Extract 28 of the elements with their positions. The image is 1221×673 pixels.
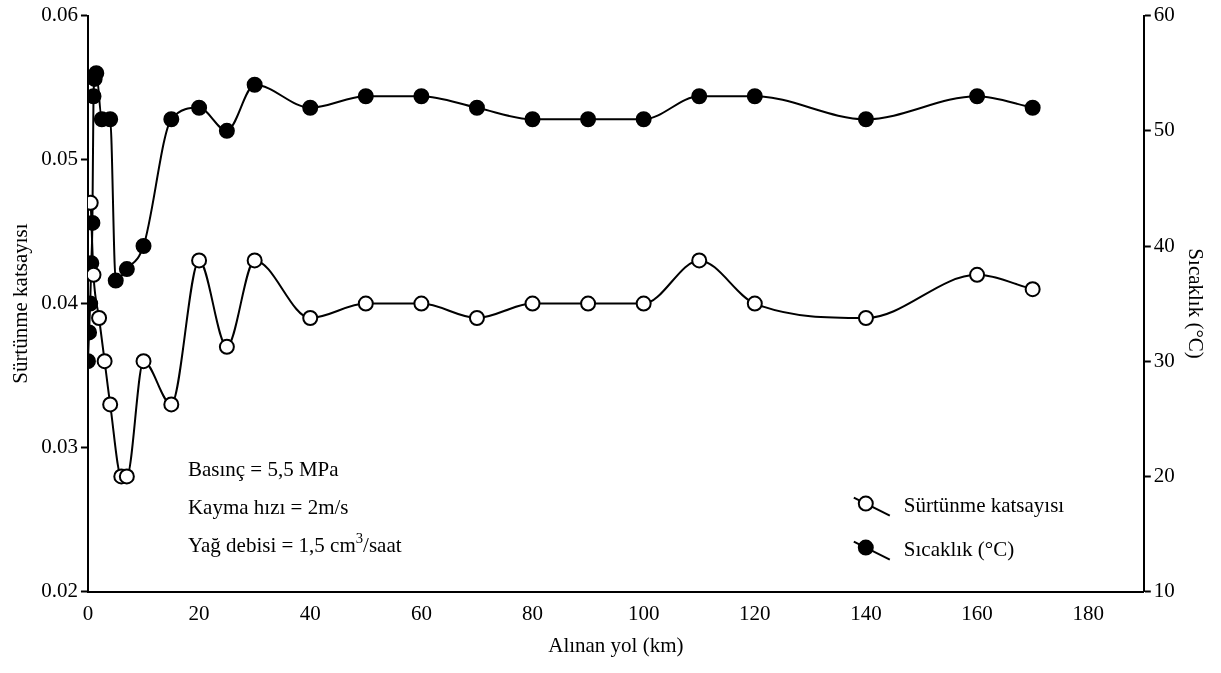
y2-tick-label: 40 [1153, 232, 1175, 257]
y-tick-label: 0.06 [41, 2, 78, 27]
x-tick-label: 0 [82, 600, 94, 625]
y2-tick-label: 20 [1153, 462, 1175, 487]
x-tick-label: 40 [299, 600, 321, 625]
x-tick-label: 120 [739, 600, 771, 625]
y2-tick-label: 10 [1153, 578, 1175, 603]
legend-label: Sürtünme katsayısı [903, 493, 1065, 518]
y2-tick-label: 30 [1153, 347, 1175, 372]
y-axis-title: Sürtünme katsayısı [8, 223, 33, 384]
x-tick-label: 160 [961, 600, 993, 625]
x-tick-label: 80 [522, 600, 544, 625]
y2-tick-label: 60 [1153, 2, 1175, 27]
x-tick-label: 180 [1072, 600, 1104, 625]
y2-tick-label: 50 [1153, 117, 1175, 142]
y-tick-label: 0.03 [41, 434, 78, 459]
x-tick-label: 100 [627, 600, 660, 625]
legend-label: Sıcaklık (°C) [903, 537, 1015, 562]
x-tick-label: 20 [188, 600, 210, 625]
y2-axis-title: Sıcaklık (°C) [1183, 248, 1208, 359]
x-axis-title: Alınan yol (km) [548, 632, 684, 657]
y-tick-label: 0.02 [41, 578, 78, 603]
x-tick-label: 60 [410, 600, 432, 625]
y-tick-label: 0.05 [41, 146, 78, 171]
x-tick-label: 140 [850, 600, 882, 625]
annotation: Basınç = 5,5 MPa [187, 456, 340, 481]
annotation: Kayma hızı = 2m/s [187, 494, 349, 519]
y-tick-label: 0.04 [41, 290, 79, 315]
